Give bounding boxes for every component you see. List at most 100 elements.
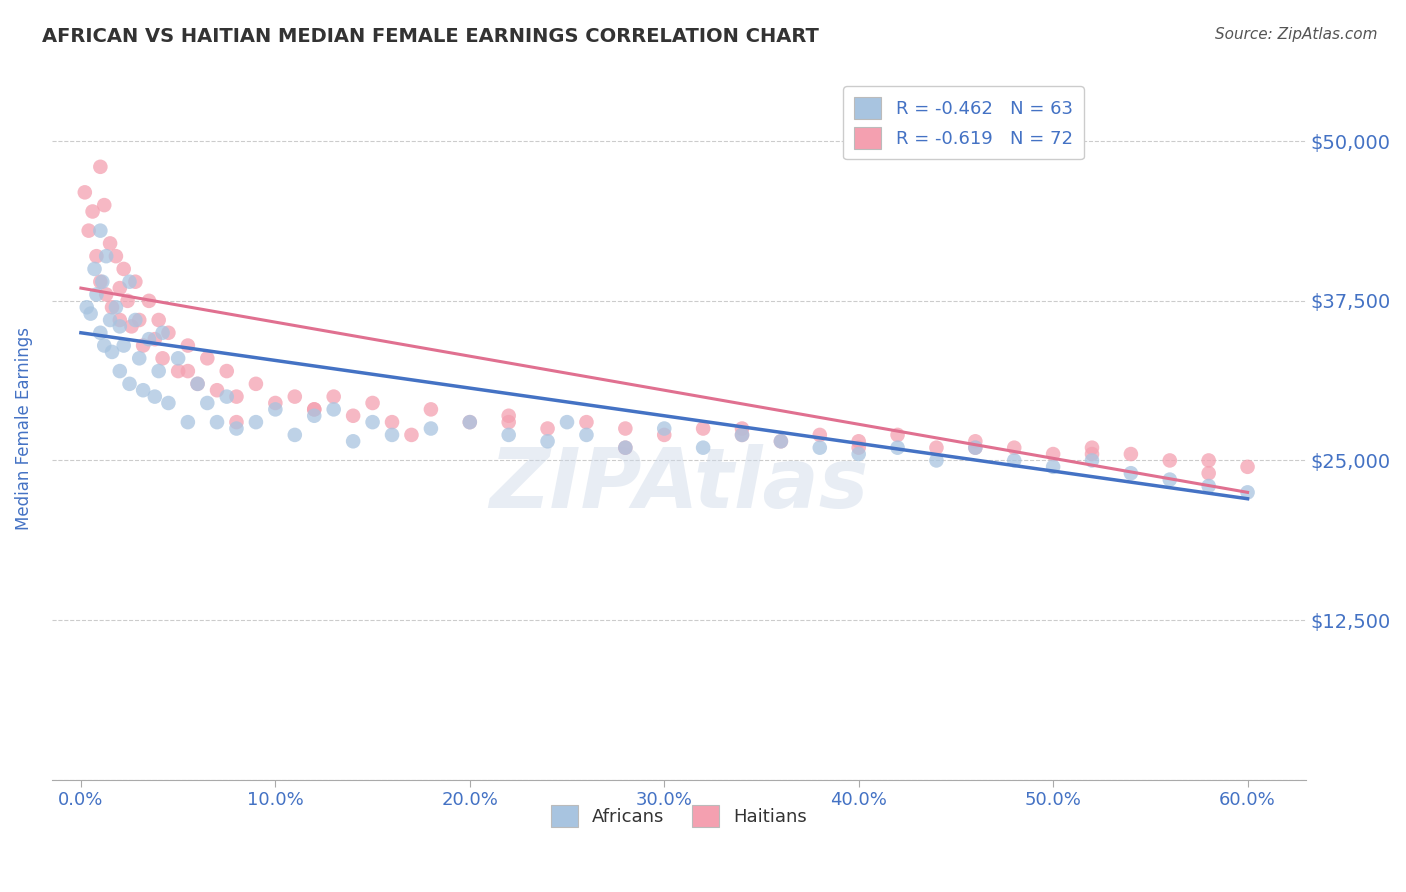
Point <box>614 441 637 455</box>
Point <box>304 402 326 417</box>
Point <box>304 402 326 417</box>
Point <box>128 351 150 366</box>
Point <box>89 224 111 238</box>
Point <box>361 396 384 410</box>
Point <box>555 415 578 429</box>
Point <box>322 402 344 417</box>
Point <box>886 441 908 455</box>
Text: AFRICAN VS HAITIAN MEDIAN FEMALE EARNINGS CORRELATION CHART: AFRICAN VS HAITIAN MEDIAN FEMALE EARNING… <box>42 27 820 45</box>
Point <box>118 275 141 289</box>
Point <box>498 409 520 423</box>
Point <box>304 409 326 423</box>
Point <box>152 326 174 340</box>
Point <box>614 421 637 435</box>
Point <box>401 428 423 442</box>
Point <box>98 313 121 327</box>
Point <box>215 364 238 378</box>
Point <box>77 224 100 238</box>
Point <box>167 364 190 378</box>
Point <box>1236 485 1258 500</box>
Point <box>361 415 384 429</box>
Point <box>381 428 404 442</box>
Point <box>138 332 160 346</box>
Point <box>73 186 96 200</box>
Point <box>225 390 247 404</box>
Point <box>121 319 143 334</box>
Point <box>419 402 441 417</box>
Point <box>1119 467 1142 481</box>
Point <box>322 390 344 404</box>
Point <box>205 415 228 429</box>
Point <box>89 160 111 174</box>
Point <box>205 383 228 397</box>
Point <box>731 421 754 435</box>
Y-axis label: Median Female Earnings: Median Female Earnings <box>15 327 32 530</box>
Point <box>419 421 441 435</box>
Point <box>82 204 104 219</box>
Point <box>965 441 987 455</box>
Point <box>731 428 754 442</box>
Point <box>1042 459 1064 474</box>
Point <box>152 351 174 366</box>
Point <box>177 364 200 378</box>
Point <box>769 434 792 449</box>
Point <box>886 428 908 442</box>
Point <box>187 376 209 391</box>
Point <box>614 441 637 455</box>
Point <box>93 198 115 212</box>
Point <box>264 402 287 417</box>
Point <box>458 415 481 429</box>
Point <box>1198 479 1220 493</box>
Point <box>342 434 364 449</box>
Point <box>91 275 114 289</box>
Point <box>104 300 127 314</box>
Point <box>89 275 111 289</box>
Point <box>1002 441 1025 455</box>
Point <box>264 396 287 410</box>
Point <box>458 415 481 429</box>
Point <box>96 287 118 301</box>
Point <box>132 383 155 397</box>
Point <box>848 447 870 461</box>
Point <box>96 249 118 263</box>
Point <box>124 313 146 327</box>
Point <box>177 338 200 352</box>
Point <box>381 415 404 429</box>
Point <box>808 428 831 442</box>
Point <box>498 415 520 429</box>
Point <box>148 364 170 378</box>
Point <box>101 345 124 359</box>
Point <box>98 236 121 251</box>
Point <box>848 441 870 455</box>
Point <box>1081 447 1104 461</box>
Point <box>124 275 146 289</box>
Point <box>215 390 238 404</box>
Point <box>1081 453 1104 467</box>
Point <box>1236 459 1258 474</box>
Point <box>652 421 675 435</box>
Point <box>225 421 247 435</box>
Point <box>575 428 598 442</box>
Point <box>225 415 247 429</box>
Point <box>157 396 180 410</box>
Point <box>177 415 200 429</box>
Point <box>79 307 101 321</box>
Point <box>148 313 170 327</box>
Point <box>731 428 754 442</box>
Point <box>284 390 307 404</box>
Point <box>128 313 150 327</box>
Point <box>536 421 558 435</box>
Point <box>498 428 520 442</box>
Point <box>965 434 987 449</box>
Point <box>575 415 598 429</box>
Point <box>167 351 190 366</box>
Point <box>965 441 987 455</box>
Point <box>112 262 135 277</box>
Point <box>138 293 160 308</box>
Point <box>76 300 98 314</box>
Point <box>89 326 111 340</box>
Point <box>1081 441 1104 455</box>
Text: Source: ZipAtlas.com: Source: ZipAtlas.com <box>1215 27 1378 42</box>
Point <box>132 338 155 352</box>
Point <box>143 332 166 346</box>
